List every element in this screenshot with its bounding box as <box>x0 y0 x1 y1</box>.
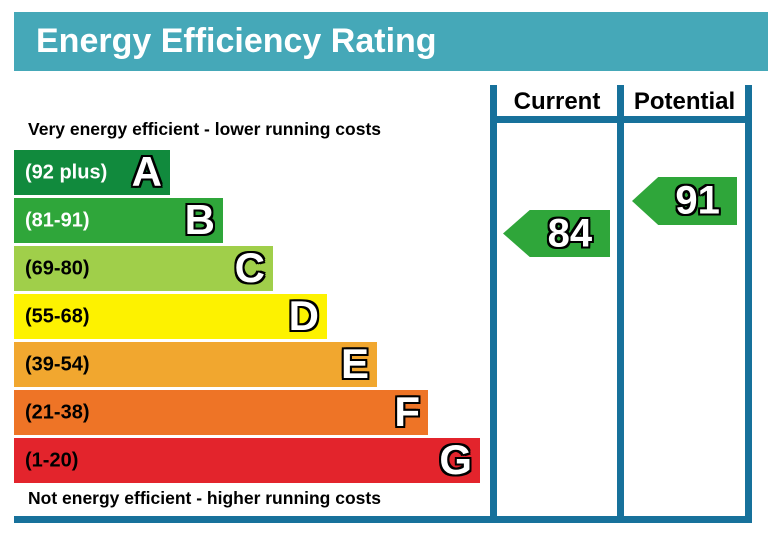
table-left-border <box>490 85 497 523</box>
band-f-letter: F <box>394 387 420 435</box>
table-middle-border <box>617 85 624 523</box>
table-header-underline <box>490 116 752 123</box>
top-note: Very energy efficient - lower running co… <box>28 119 382 139</box>
bottom-note: Not energy efficient - higher running co… <box>28 488 381 508</box>
current-rating-value: 84 <box>547 211 593 255</box>
current-rating-arrow: 84 <box>503 210 610 257</box>
band-d: (55-68) D <box>14 291 327 339</box>
rating-bands: (92 plus) A (81-91) B (69-80) C (55-68) … <box>14 147 480 483</box>
band-a-letter: A <box>131 147 162 195</box>
band-b-range: (81-91) <box>25 209 90 231</box>
band-e-range: (39-54) <box>25 353 90 375</box>
band-b: (81-91) B <box>14 195 223 243</box>
current-column-header: Current <box>513 88 601 115</box>
band-a-range: (92 plus) <box>25 161 108 183</box>
potential-rating-value: 91 <box>675 178 720 223</box>
potential-column-header: Potential <box>633 88 736 115</box>
potential-rating-arrow: 91 <box>632 177 737 225</box>
band-c-letter: C <box>234 243 265 291</box>
band-a: (92 plus) A <box>14 147 170 195</box>
band-g-letter: G <box>439 435 472 483</box>
band-e-letter: E <box>340 339 369 387</box>
band-d-letter: D <box>288 291 319 339</box>
band-g: (1-20) G <box>14 435 480 483</box>
band-d-range: (55-68) <box>25 305 90 327</box>
table-bottom-border <box>14 516 752 523</box>
band-g-range: (1-20) <box>25 449 79 471</box>
band-e: (39-54) E <box>14 339 377 387</box>
table-right-border <box>745 85 752 523</box>
title-bar: Energy Efficiency Rating <box>14 12 768 71</box>
band-f-range: (21-38) <box>25 401 90 423</box>
page-title: Energy Efficiency Rating <box>36 22 437 60</box>
band-f: (21-38) F <box>14 387 428 435</box>
band-b-letter: B <box>184 195 215 243</box>
band-c: (69-80) C <box>14 243 273 291</box>
band-c-range: (69-80) <box>25 257 90 279</box>
